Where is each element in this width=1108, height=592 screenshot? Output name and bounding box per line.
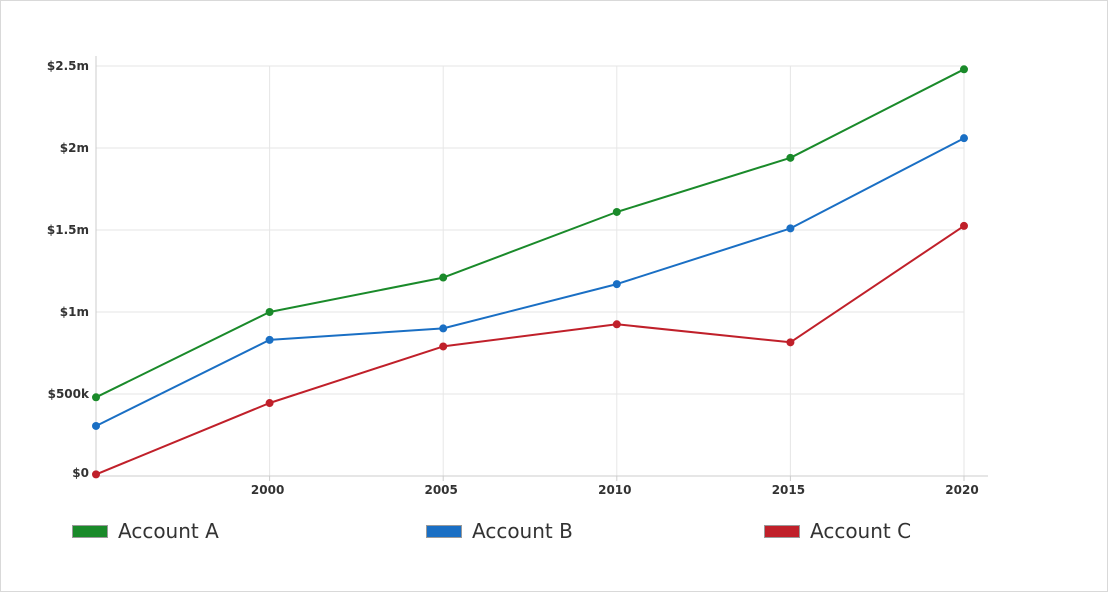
data-point[interactable] xyxy=(960,134,968,143)
tick-labels: $0 $500k $1m $1.5m $2m $2.5m 2000 2005 2010 2015 2… xyxy=(47,59,979,497)
legend-item-account-c[interactable]: Account C xyxy=(764,514,911,548)
legend-swatch-account-b xyxy=(426,524,462,538)
data-point[interactable] xyxy=(439,342,448,351)
legend-label-account-a: Account A xyxy=(118,519,219,543)
x-tick-label: 2015 xyxy=(772,483,805,497)
x-tick-label: 2000 xyxy=(251,483,284,497)
series-line xyxy=(95,137,965,427)
legend-item-account-a[interactable]: Account A xyxy=(72,514,219,548)
legend-label-account-b: Account B xyxy=(472,519,573,543)
data-point[interactable] xyxy=(265,335,274,344)
series-lines xyxy=(92,65,968,479)
legend-label-account-c: Account C xyxy=(810,519,912,543)
legend-swatch-account-a xyxy=(72,524,108,538)
data-point[interactable] xyxy=(92,470,100,479)
data-point[interactable] xyxy=(92,393,100,402)
legend-swatch-account-c xyxy=(764,524,800,538)
legend-item-account-b[interactable]: Account B xyxy=(426,514,573,548)
data-point[interactable] xyxy=(265,399,274,408)
data-point[interactable] xyxy=(786,224,795,233)
data-point[interactable] xyxy=(612,320,621,329)
data-point[interactable] xyxy=(439,324,448,333)
data-point[interactable] xyxy=(786,338,795,347)
y-tick-label: $2m xyxy=(60,141,89,155)
axes xyxy=(95,56,988,481)
x-tick-label: 2010 xyxy=(598,483,631,497)
y-tick-label: $2.5m xyxy=(47,59,89,73)
series-line xyxy=(95,225,965,476)
y-tick-label: $1.5m xyxy=(47,223,89,237)
data-point[interactable] xyxy=(92,421,100,430)
data-point[interactable] xyxy=(612,280,621,289)
data-point[interactable] xyxy=(612,207,621,216)
data-point[interactable] xyxy=(960,65,968,74)
grid-lines xyxy=(96,65,965,476)
data-point[interactable] xyxy=(265,308,274,316)
chart-legend: Account A Account B Account C xyxy=(72,514,1072,548)
x-tick-label: 2020 xyxy=(945,483,978,497)
data-point[interactable] xyxy=(786,153,795,162)
y-tick-label: $1m xyxy=(60,305,89,319)
x-tick-label: 2005 xyxy=(424,483,457,497)
data-point[interactable] xyxy=(960,221,968,230)
data-point[interactable] xyxy=(439,273,448,282)
y-tick-label: $500k xyxy=(48,387,90,401)
series-line xyxy=(95,68,965,399)
y-tick-label: $0 xyxy=(72,466,89,480)
